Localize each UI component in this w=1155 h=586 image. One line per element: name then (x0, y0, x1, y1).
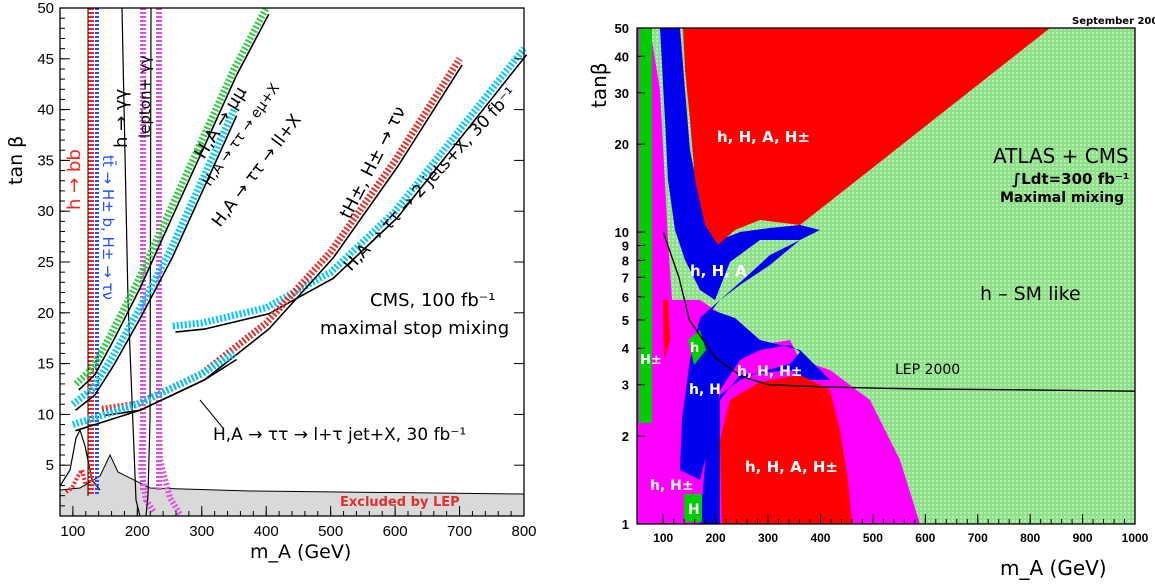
rx-tick-label: 200 (706, 531, 726, 545)
y-tick-label: 20 (37, 305, 54, 322)
right-xlabel: m_A (GeV) (1000, 556, 1107, 580)
ry-tick-label: 8 (622, 253, 629, 268)
label-charged: tt̄ → H± b, H± → τν (99, 155, 118, 300)
label-lep-2000: LEP 2000 (895, 362, 960, 378)
rx-tick-label: 100 (653, 531, 673, 545)
rx-tick-label: 300 (758, 531, 778, 545)
label-date: September 2001 (1072, 16, 1155, 27)
rx-tick-label: 600 (915, 531, 935, 545)
x-tick-label: 300 (189, 523, 214, 540)
x-tick-label: 400 (254, 523, 279, 540)
x-tick-label: 200 (125, 523, 150, 540)
red-region-top (683, 28, 1050, 245)
red-small-region (663, 300, 670, 360)
y-tick-label: 15 (37, 356, 54, 373)
label-lep: Excluded by LEP (340, 495, 460, 510)
label-sm: h – SM like (980, 283, 1081, 305)
rx-tick-label: 400 (810, 531, 830, 545)
label-h-H: h, H (689, 382, 721, 398)
lep-2000-curve (662, 231, 1136, 392)
ry-tick-label: 2 (622, 429, 629, 444)
series-band-1 (70, 108, 238, 407)
ry-tick-label: 6 (622, 290, 629, 305)
left-chart: 100 200 300 400 500 600 700 800 5 10 15 20 25 30 35 40 4… (5, 0, 537, 563)
label-maximal-mixing: Maximal mixing (1000, 190, 1124, 206)
series-band-4 (71, 350, 236, 428)
x-tick-label: 600 (383, 523, 408, 540)
series-line-2 (175, 54, 528, 333)
series-band-3 (101, 56, 463, 413)
label-h-bb: h → bb (64, 149, 85, 210)
y-tick-label: 25 (37, 254, 54, 271)
red-small-curve (64, 465, 88, 494)
green-H-patch (684, 494, 702, 522)
y-tick-label: 35 (37, 152, 54, 169)
ry-tick-label: 10 (615, 225, 629, 240)
label-lepton-gg: lepton+ γγ (136, 55, 154, 138)
label-red-top: h, H, A, H± (717, 128, 810, 146)
ry-tick-label: 5 (622, 313, 629, 328)
blue-region-h-H-A (660, 28, 830, 524)
rx-tick-label: 900 (1073, 531, 1093, 545)
series-band-0 (73, 6, 270, 387)
right-chart: 100 200 300 400 500 600 700 800 900 1000 1 2 3 4 5 6 7 89… (587, 16, 1155, 580)
label-lumi: ∫Ldt=300 fb⁻¹ (1012, 170, 1129, 188)
label-red-bottom: h, H, A, H± (745, 458, 838, 476)
ry-tick-label: 50 (615, 21, 629, 36)
label-mixing: maximal stop mixing (320, 318, 509, 339)
h-gg-black-line (121, 7, 141, 517)
left-ylabel: tan β (5, 136, 27, 185)
rx-tick-label: 700 (968, 531, 988, 545)
ry-tick-label: 9 (622, 238, 629, 253)
label-h-gg: h → γγ (111, 88, 132, 148)
x-tick-label: 800 (511, 523, 536, 540)
label-H: H (688, 502, 700, 518)
rx-tick-label: 800 (1020, 531, 1040, 545)
series-line-0 (78, 13, 270, 391)
ry-tick-label: 20 (615, 137, 629, 152)
y-tick-label: 45 (37, 51, 54, 68)
right-plot-frame (636, 27, 1136, 525)
ry-tick-label: 4 (622, 341, 630, 356)
label-blue: h, H, A (690, 262, 747, 280)
label-h: h (690, 341, 699, 356)
y-tick-label: 50 (37, 0, 54, 17)
rx-tick-label: 500 (863, 531, 883, 545)
left-xlabel: m_A (GeV) (250, 541, 351, 563)
lepton-gg-black-line (145, 7, 152, 517)
label-htautau-ljet: H,A → ττ → l+τ jet+X, 30 fb⁻¹ (213, 425, 466, 445)
label-Hpm-b: h, H± (650, 478, 694, 494)
y-tick-label: 40 (37, 102, 54, 119)
label-cms: CMS, 100 fb⁻¹ (370, 290, 496, 311)
y-tick-label: 10 (37, 406, 54, 423)
y-tick-label: 5 (46, 457, 54, 474)
label-Hpm-a: H± (640, 353, 662, 368)
series-line-1 (75, 115, 238, 411)
label-hhh: h, H, H± (737, 364, 803, 380)
series-line-4 (75, 358, 238, 432)
x-tick-label: 700 (447, 523, 472, 540)
ljet-pointer (199, 399, 224, 429)
ry-tick-label: 40 (615, 49, 629, 64)
label-atlas-cms: ATLAS + CMS (993, 144, 1129, 168)
ry-tick-label: 30 (615, 86, 629, 101)
y-tick-label: 30 (37, 203, 54, 220)
red-region-bottom (720, 375, 852, 524)
series-band-2 (172, 46, 527, 330)
x-tick-label: 100 (60, 523, 85, 540)
right-ylabel: tanβ (587, 62, 611, 108)
magenta-bottom-curve-2 (156, 419, 183, 516)
ry-tick-label: 7 (622, 270, 629, 285)
ry-tick-label: 3 (622, 378, 629, 393)
magenta-bottom-curve (137, 419, 157, 514)
green-strip-left (639, 28, 652, 423)
ry-tick-label: 1 (622, 517, 629, 532)
rx-tick-label: 1000 (1122, 531, 1149, 545)
x-tick-label: 500 (318, 523, 343, 540)
